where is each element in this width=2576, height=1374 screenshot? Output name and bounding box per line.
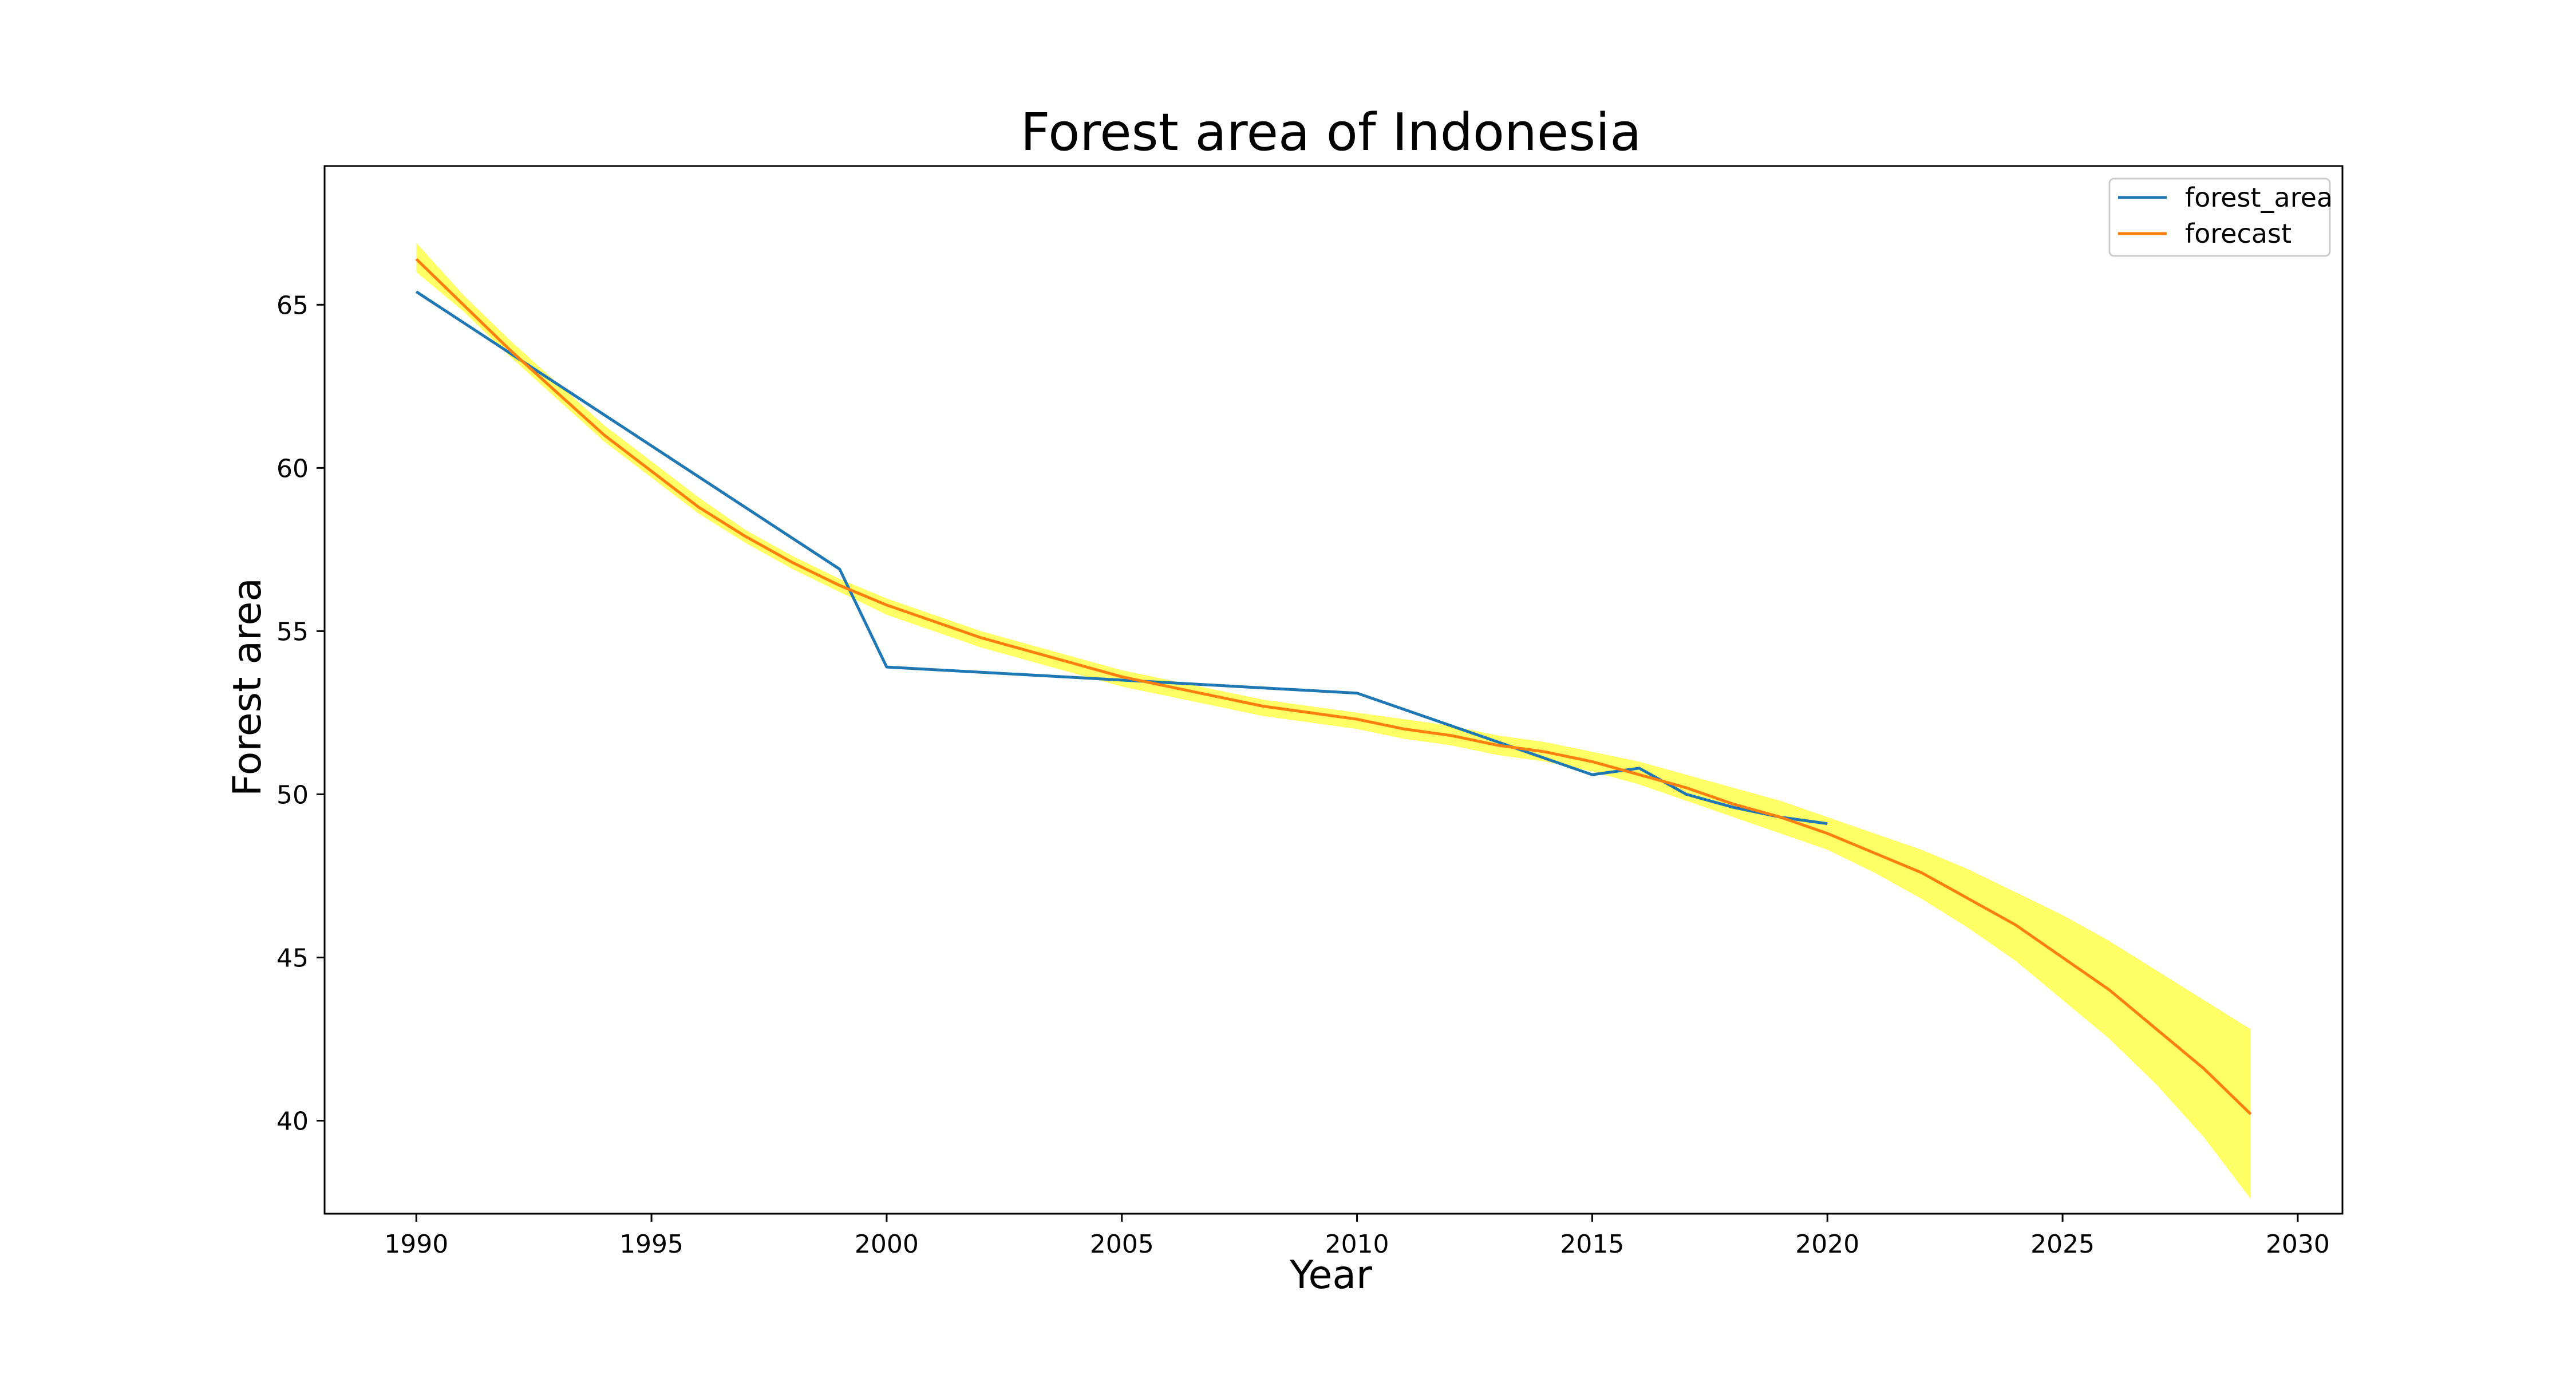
series-line-forest-area — [415, 290, 1828, 826]
legend: forest_area forecast — [2108, 177, 2333, 257]
chart-title: Forest area of Indonesia — [1021, 102, 1642, 163]
y-axis-label: Forest area — [225, 578, 270, 796]
x-axis-label: Year — [1289, 1253, 1372, 1298]
x-tick-label: 2020 — [1795, 1230, 1859, 1259]
x-tick-label: 2015 — [1560, 1230, 1624, 1259]
x-tick-label: 2030 — [2266, 1230, 2330, 1259]
y-tick-label: 60 — [276, 454, 309, 483]
y-tick-label: 55 — [276, 617, 309, 646]
x-tick-label: 1990 — [384, 1230, 448, 1259]
x-tick-label: 1995 — [619, 1230, 683, 1259]
legend-label-forecast: forecast — [2185, 218, 2291, 249]
y-axis-ticks: 40 45 50 55 60 65 — [276, 291, 325, 1136]
y-tick-label: 50 — [276, 780, 309, 810]
plot-frame — [323, 165, 2344, 1215]
series-layer — [415, 258, 2252, 1115]
x-tick-label: 2000 — [855, 1230, 919, 1259]
confidence-band — [416, 243, 2251, 1199]
x-tick-label: 2005 — [1090, 1230, 1154, 1259]
y-tick-label: 65 — [276, 291, 309, 320]
x-axis-ticks: 1990 1995 2000 2005 2010 2015 2020 2025 2030 — [384, 1214, 2330, 1259]
x-tick-label: 2025 — [2030, 1230, 2095, 1259]
x-tick-label: 2010 — [1325, 1230, 1389, 1259]
confidence-band-layer — [416, 243, 2251, 1199]
legend-label-forest-area: forest_area — [2185, 182, 2333, 213]
series-line-forecast — [415, 258, 2252, 1115]
y-tick-label: 40 — [276, 1107, 309, 1136]
y-tick-label: 45 — [276, 943, 309, 973]
